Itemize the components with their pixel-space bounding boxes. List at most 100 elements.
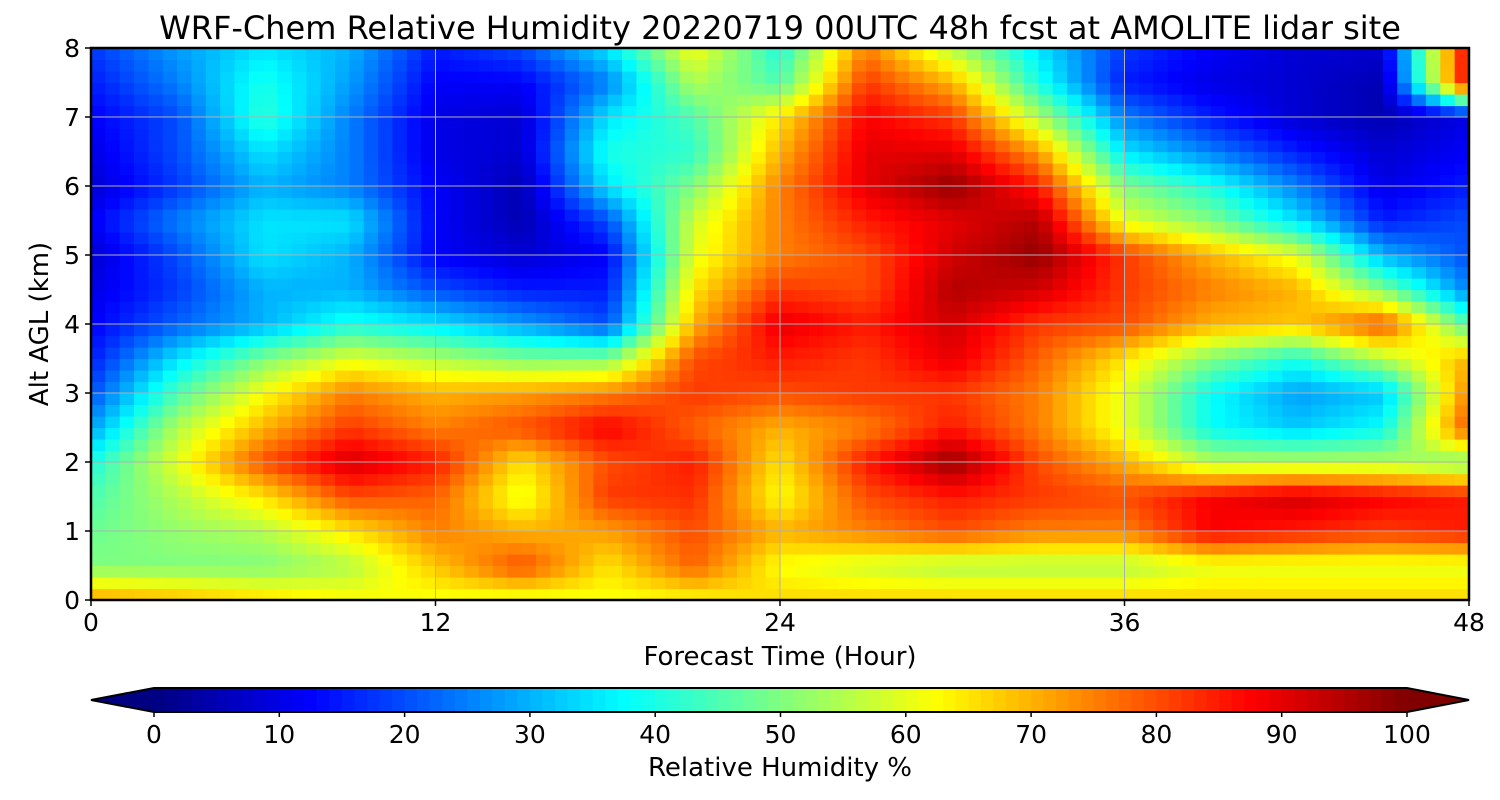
heatmap-cell [1454, 347, 1469, 360]
heatmap-cell [966, 554, 982, 567]
heatmap-cell [263, 117, 279, 130]
heatmap-cell [248, 71, 264, 84]
heatmap-cell [320, 140, 336, 153]
heatmap-cell [1325, 186, 1341, 199]
heatmap-cell [134, 59, 150, 72]
heatmap-cell [693, 519, 709, 532]
heatmap-cell [1138, 416, 1154, 429]
heatmap-cell [1224, 347, 1240, 360]
heatmap-cell [1311, 220, 1327, 233]
heatmap-cell [349, 117, 365, 130]
heatmap-cell [1196, 347, 1212, 360]
heatmap-cell [765, 542, 781, 555]
heatmap-cell [392, 358, 408, 371]
heatmap-cell [1081, 416, 1097, 429]
heatmap-cell [1224, 163, 1240, 176]
heatmap-cell [1440, 59, 1456, 72]
heatmap-cell [794, 174, 810, 187]
heatmap-cell [722, 508, 738, 521]
heatmap-cell [1454, 140, 1469, 153]
heatmap-cell [191, 255, 207, 268]
heatmap-cell [1411, 186, 1427, 199]
heatmap-cell [808, 519, 824, 532]
heatmap-cell [1382, 163, 1398, 176]
heatmap-cell [808, 105, 824, 118]
heatmap-cell [1153, 59, 1169, 72]
colorbar-segment [1206, 688, 1220, 712]
heatmap-cell [134, 186, 150, 199]
heatmap-cell [378, 186, 394, 199]
heatmap-cell [579, 151, 594, 164]
heatmap-cell [478, 542, 494, 555]
heatmap-cell [478, 335, 494, 348]
heatmap-cell [1354, 324, 1370, 337]
heatmap-cell [593, 82, 609, 95]
heatmap-cell [952, 301, 968, 314]
heatmap-cell [1425, 416, 1441, 429]
heatmap-cell [937, 289, 953, 302]
heatmap-cell [234, 301, 250, 314]
colorbar-segment [492, 688, 506, 712]
heatmap-cell [134, 358, 150, 371]
heatmap-cell [1181, 462, 1197, 475]
heatmap-cell [579, 301, 594, 314]
heatmap-cell [521, 197, 537, 210]
heatmap-cell [507, 519, 523, 532]
heatmap-cell [665, 519, 681, 532]
y-tick-label: 2 [64, 448, 80, 477]
heatmap-cell [937, 255, 953, 268]
heatmap-cell [191, 358, 207, 371]
heatmap-cell [1354, 278, 1370, 291]
heatmap-cell [1067, 82, 1083, 95]
heatmap-cell [492, 278, 508, 291]
heatmap-cell [1038, 128, 1054, 141]
heatmap-cell [1038, 266, 1054, 279]
heatmap-cell [966, 473, 982, 486]
heatmap-cell [1052, 324, 1068, 337]
heatmap-cell [980, 473, 996, 486]
heatmap-cell [220, 473, 236, 486]
heatmap-cell [521, 324, 537, 337]
heatmap-cell [923, 186, 939, 199]
heatmap-cell [1110, 473, 1126, 486]
heatmap-cell [492, 324, 508, 337]
heatmap-cell [765, 565, 781, 578]
heatmap-cell [1296, 485, 1312, 498]
heatmap-cell [1411, 174, 1427, 187]
heatmap-cell [679, 48, 695, 61]
heatmap-cell [1282, 289, 1298, 302]
heatmap-cell [794, 542, 810, 555]
heatmap-cell [708, 439, 724, 452]
heatmap-cell [119, 542, 135, 555]
heatmap-cell [851, 508, 867, 521]
heatmap-cell [335, 243, 350, 256]
heatmap-cell [1153, 278, 1169, 291]
heatmap-cell [162, 496, 178, 509]
heatmap-cell [306, 128, 322, 141]
heatmap-cell [1153, 48, 1169, 61]
heatmap-cell [751, 174, 767, 187]
heatmap-cell [579, 531, 594, 544]
heatmap-cell [1081, 393, 1097, 406]
heatmap-cell [162, 450, 178, 463]
heatmap-cell [665, 105, 681, 118]
heatmap-cell [1138, 588, 1154, 600]
heatmap-cell [1311, 174, 1327, 187]
heatmap-cell [1124, 59, 1140, 72]
heatmap-cell [449, 519, 465, 532]
heatmap-cell [177, 462, 193, 475]
heatmap-cell [1038, 427, 1054, 440]
heatmap-cell [191, 450, 207, 463]
heatmap-cell [1052, 554, 1068, 567]
heatmap-cell [105, 105, 121, 118]
heatmap-cell [1095, 220, 1111, 233]
heatmap-cell [1009, 105, 1025, 118]
heatmap-cell [894, 324, 910, 337]
heatmap-cell [794, 565, 810, 578]
heatmap-cell [837, 232, 853, 245]
heatmap-cell [780, 450, 795, 463]
heatmap-cell [980, 462, 996, 475]
heatmap-cell [952, 381, 968, 394]
heatmap-cell [1038, 186, 1054, 199]
heatmap-cell [248, 243, 264, 256]
